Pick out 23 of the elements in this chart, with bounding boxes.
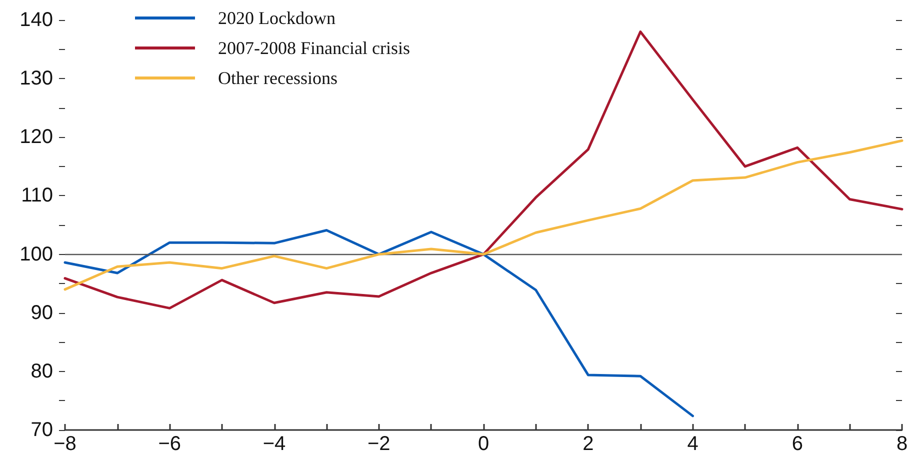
- legend-label: 2007-2008 Financial crisis: [218, 38, 410, 58]
- legend-label: 2020 Lockdown: [218, 8, 336, 28]
- y-tick-label: 90: [30, 302, 53, 324]
- line-series: [64, 139, 904, 291]
- y-tick-label: 130: [20, 68, 53, 90]
- x-tick-label: −8: [54, 433, 76, 455]
- y-tick-label: 80: [30, 360, 53, 382]
- line-series: [64, 30, 904, 310]
- legend-label: Other recessions: [218, 68, 338, 88]
- y-tick-label: 140: [20, 9, 53, 31]
- y-tick-label: 110: [21, 184, 53, 207]
- x-tick-label: 4: [687, 433, 698, 455]
- x-tick-label: −2: [367, 433, 390, 455]
- x-tick-label: −4: [262, 433, 286, 455]
- x-tick-label: 8: [896, 433, 908, 455]
- y-tick-label: 70: [30, 419, 53, 441]
- y-tick-label: 120: [20, 126, 53, 148]
- x-tick-label: −6: [158, 433, 182, 455]
- x-tick-label: 0: [478, 433, 490, 455]
- line-series: [64, 229, 694, 418]
- x-tick-label: 6: [792, 433, 803, 455]
- x-tick-label: 2: [582, 433, 594, 455]
- y-tick-label: 100: [20, 243, 53, 266]
